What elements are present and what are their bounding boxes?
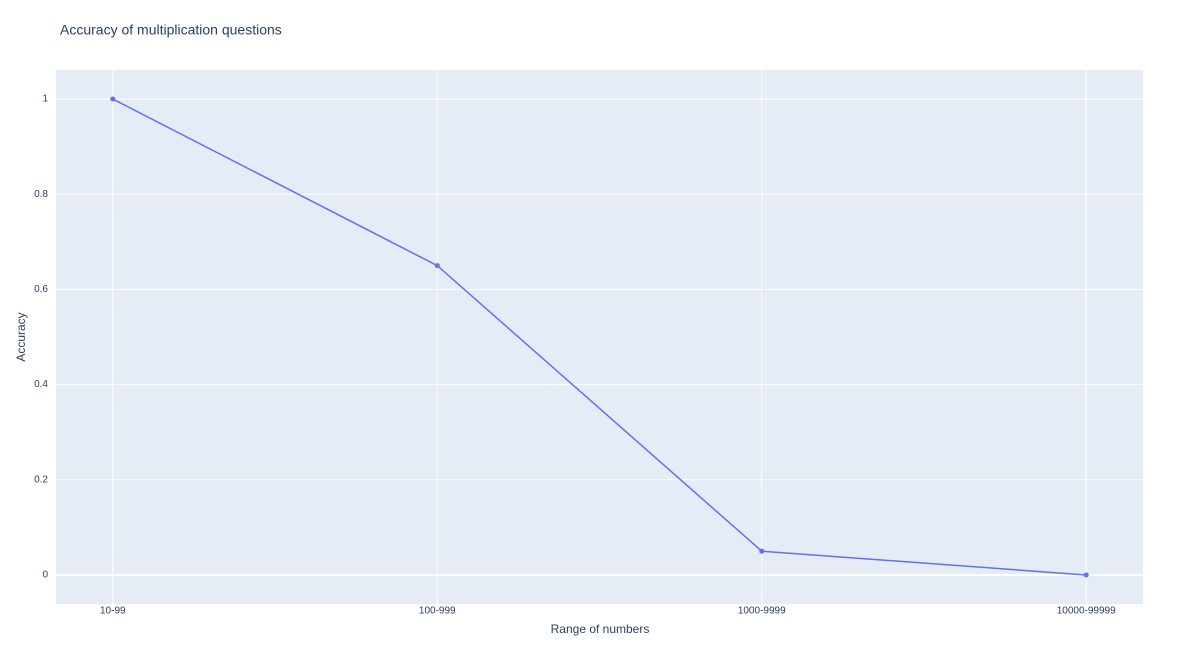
chart-title: Accuracy of multiplication questions: [60, 22, 282, 38]
point: [759, 548, 765, 554]
marks: [110, 96, 1089, 578]
y-tick-label: 0.2: [34, 474, 48, 485]
line: [112, 98, 1087, 576]
plot-area: [56, 70, 1143, 604]
x-tick-label: 10000-99999: [1057, 606, 1116, 617]
x-axis-title: Range of numbers: [551, 622, 650, 636]
point: [1083, 572, 1089, 578]
y-tick-label: 0.6: [34, 284, 48, 295]
point: [434, 263, 440, 269]
x-tick-label: 1000-9999: [738, 606, 786, 617]
point: [110, 96, 116, 102]
y-tick-label: 0.8: [34, 189, 48, 200]
y-tick-label: 0.4: [34, 379, 48, 390]
x-tick-label: 100-999: [419, 606, 456, 617]
grid: [56, 70, 1143, 604]
y-tick-label: 1: [42, 94, 48, 105]
y-axis-title: Accuracy: [14, 312, 28, 361]
y-tick-label: 0: [42, 570, 48, 581]
x-tick-label: 10-99: [100, 606, 126, 617]
